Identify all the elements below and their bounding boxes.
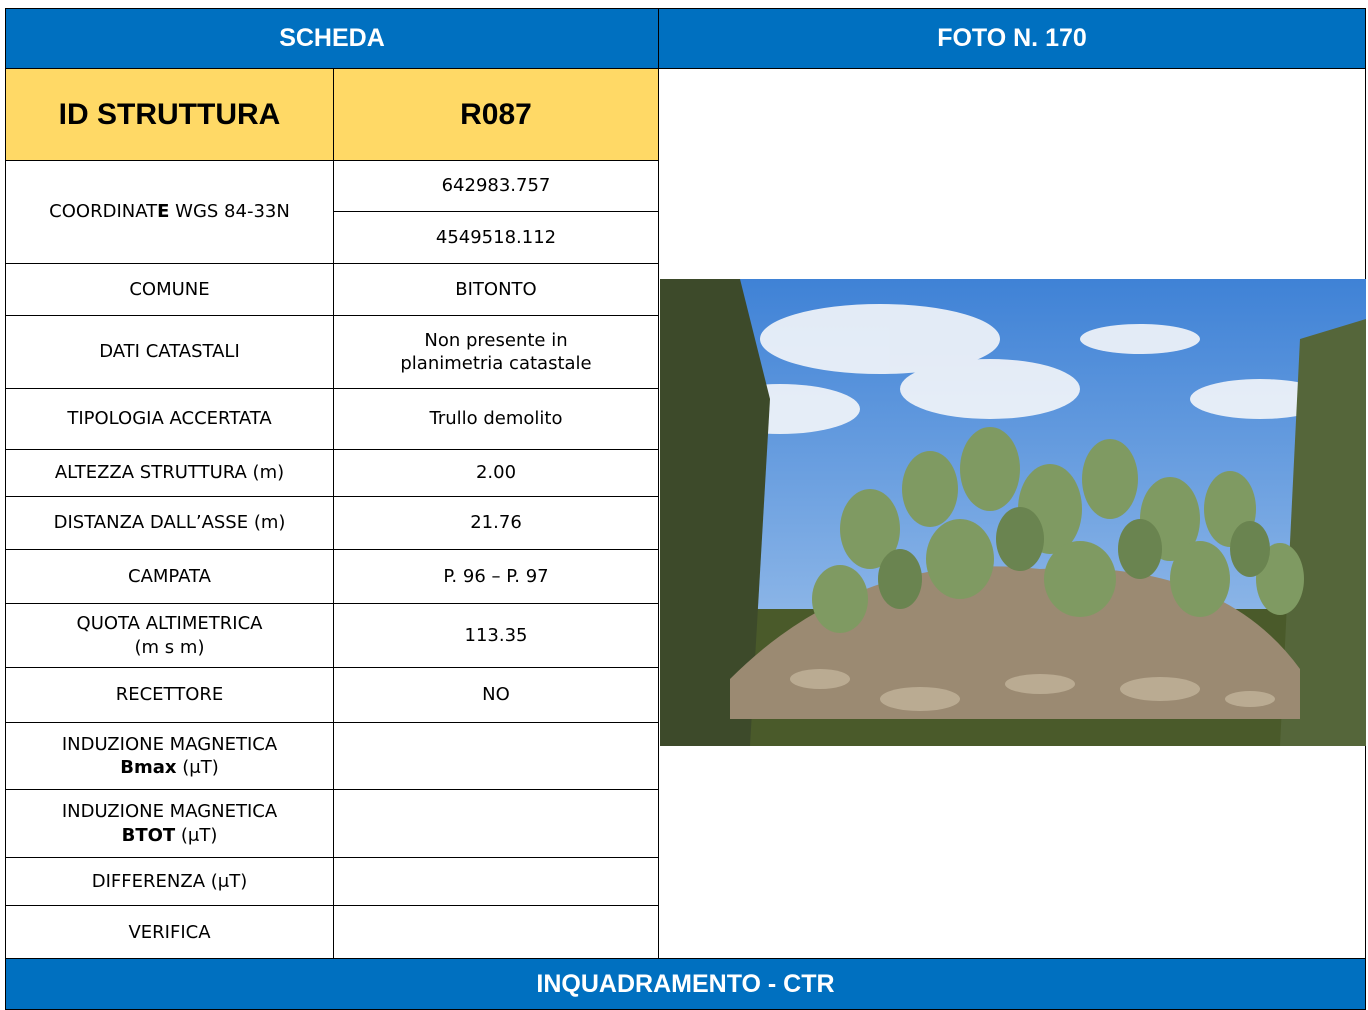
text: P. 96 – P. 97 <box>443 565 549 587</box>
label-cell: DIFFERENZA (μT) <box>5 857 334 906</box>
photo <box>660 279 1366 746</box>
label-line: Bmax (μT) <box>120 756 218 779</box>
value-cell: NO <box>333 667 659 723</box>
id-value-cell: R087 <box>333 68 659 161</box>
header-left: SCHEDA <box>5 8 659 69</box>
label-line: QUOTA ALTIMETRICA <box>77 612 263 635</box>
label-line: BTOT (μT) <box>122 824 218 847</box>
text: CAMPATA <box>128 565 211 587</box>
label-line: INDUZIONE MAGNETICA <box>62 733 277 756</box>
text: Non presente in <box>424 329 568 351</box>
text: DATI CATASTALI <box>99 341 240 363</box>
text: DISTANZA DALL’ASSE (m) <box>53 512 286 534</box>
label-cell: DATI CATASTALI <box>5 315 334 389</box>
label-cell: QUOTA ALTIMETRICA (m s m) <box>5 603 334 668</box>
value-line: Non presente in <box>424 329 567 352</box>
footer-text: INQUADRAMENTO - CTR <box>536 969 835 998</box>
text: ALTEZZA STRUTTURA (m) <box>54 462 285 484</box>
value-cell <box>333 857 659 906</box>
value-cell <box>333 789 659 858</box>
value-cell: P. 96 – P. 97 <box>333 549 659 604</box>
label-cell: ALTEZZA STRUTTURA (m) <box>5 449 334 497</box>
label-cell: COMUNE <box>5 263 334 316</box>
text: Trullo demolito <box>429 408 563 430</box>
header-text: SCHEDA <box>279 24 385 53</box>
label-cell: RECETTORE <box>5 667 334 723</box>
label-cell: COORDINATE WGS 84-33N <box>5 160 334 264</box>
header-right: FOTO N. 170 <box>658 8 1366 69</box>
label-line: INDUZIONE MAGNETICA <box>62 800 277 823</box>
text: BITONTO <box>455 278 537 300</box>
label-cell: INDUZIONE MAGNETICA Bmax (μT) <box>5 722 334 790</box>
photo-cell <box>658 68 1366 959</box>
text: 113.35 <box>464 624 528 646</box>
text: VERIFICA <box>128 921 211 943</box>
id-value: R087 <box>460 98 532 131</box>
text: planimetria catastale <box>400 353 592 374</box>
value-cell: 2.00 <box>333 449 659 497</box>
text: QUOTA ALTIMETRICA <box>76 613 263 635</box>
value-cell <box>333 722 659 790</box>
text: BTOT <box>121 824 176 846</box>
id-label: ID STRUTTURA <box>58 98 281 131</box>
text: INDUZIONE MAGNETICA <box>61 801 278 823</box>
label-line: (m s m) <box>135 636 205 659</box>
value-cell <box>333 905 659 960</box>
label-cell: TIPOLOGIA ACCERTATA <box>5 388 334 450</box>
text: NO <box>482 684 510 706</box>
text: DIFFERENZA (μT) <box>91 870 248 892</box>
value-cell: Non presente in planimetria catastale <box>333 315 659 389</box>
label-line: COORDINATE WGS 84-33N <box>49 200 290 223</box>
header-text: FOTO N. 170 <box>937 24 1087 53</box>
value-cell: Trullo demolito <box>333 388 659 450</box>
text: (m s m) <box>134 636 205 658</box>
text: 642983.757 <box>441 175 551 197</box>
value-cell: BITONTO <box>333 263 659 316</box>
label-cell: VERIFICA <box>5 905 334 960</box>
text: WGS 84-33N <box>169 201 290 223</box>
text: 2.00 <box>475 462 517 484</box>
label-cell: INDUZIONE MAGNETICA BTOT (μT) <box>5 789 334 858</box>
text: COMUNE <box>129 278 210 300</box>
text: RECETTORE <box>115 684 224 706</box>
text: 4549518.112 <box>435 226 557 248</box>
label-cell: CAMPATA <box>5 549 334 604</box>
id-label-cell: ID STRUTTURA <box>5 68 334 161</box>
text: (μT) <box>176 757 219 778</box>
text: COORDINAT <box>49 201 158 223</box>
text: E <box>157 201 170 223</box>
value-cell: 4549518.112 <box>333 211 659 264</box>
text: Bmax <box>120 757 177 778</box>
text: INDUZIONE MAGNETICA <box>61 733 278 755</box>
value-cell: 642983.757 <box>333 160 659 212</box>
value-cell: 21.76 <box>333 496 659 550</box>
text: 21.76 <box>470 512 522 534</box>
value-cell: 113.35 <box>333 603 659 668</box>
footer: INQUADRAMENTO - CTR <box>5 958 1366 1010</box>
text: TIPOLOGIA ACCERTATA <box>67 408 272 430</box>
text: (μT) <box>175 824 218 846</box>
label-cell: DISTANZA DALL’ASSE (m) <box>5 496 334 550</box>
value-line: planimetria catastale <box>400 352 591 375</box>
